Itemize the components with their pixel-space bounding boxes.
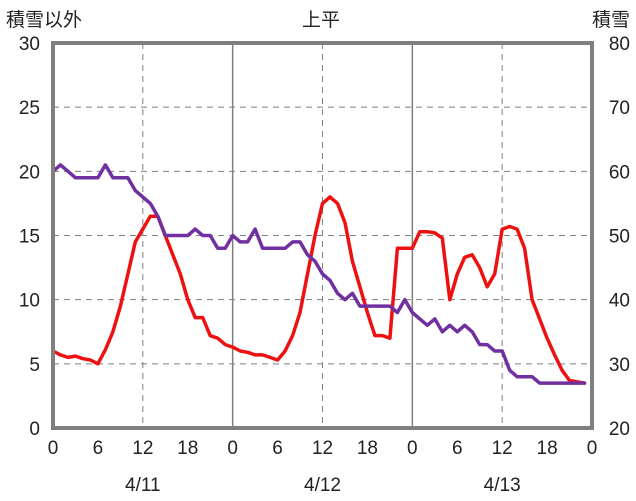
right-tick-label: 30 (609, 355, 630, 376)
date-labels: 4/11 4/12 4/13 (125, 475, 521, 496)
right-tick-label: 60 (609, 162, 630, 183)
right-axis-label: 積雪 (592, 9, 630, 31)
x-tick-label: 6 (272, 438, 283, 459)
plot-area (51, 41, 594, 430)
left-axis-label: 積雪以外 (6, 9, 82, 31)
x-tick-label: 12 (132, 438, 153, 459)
x-tick-label: 12 (492, 438, 513, 459)
right-tick-label: 50 (609, 227, 630, 248)
left-tick-label: 25 (19, 98, 40, 119)
left-tick-label: 15 (19, 227, 40, 248)
chart-title: 上平 (302, 9, 340, 31)
x-tick-label: 18 (537, 438, 558, 459)
date-label: 4/13 (484, 475, 521, 496)
right-axis: 20 30 40 50 60 70 80 (609, 34, 630, 440)
left-tick-label: 30 (19, 34, 40, 55)
x-tick-label: 0 (587, 438, 598, 459)
right-tick-label: 80 (609, 34, 630, 55)
grid (53, 43, 592, 428)
left-tick-label: 10 (19, 291, 40, 312)
left-axis: 0 5 10 15 20 25 30 (19, 34, 40, 440)
right-tick-label: 40 (609, 291, 630, 312)
date-label: 4/11 (125, 475, 161, 496)
x-tick-label: 6 (93, 438, 104, 459)
x-tick-label: 18 (177, 438, 198, 459)
snow-depth-line (51, 163, 587, 385)
date-label: 4/12 (304, 475, 341, 496)
x-tick-label: 0 (227, 438, 238, 459)
x-tick-label: 12 (312, 438, 333, 459)
other-elements-line (51, 195, 587, 385)
x-axis: 0 6 12 18 0 6 12 18 0 6 12 18 0 (48, 438, 598, 459)
left-tick-label: 5 (29, 355, 40, 376)
series-layer (51, 163, 587, 385)
x-tick-label: 0 (48, 438, 59, 459)
right-tick-label: 70 (609, 98, 630, 119)
x-tick-label: 18 (357, 438, 378, 459)
right-tick-label: 20 (609, 419, 630, 440)
left-tick-label: 0 (29, 419, 40, 440)
left-tick-label: 20 (19, 162, 40, 183)
x-tick-label: 0 (407, 438, 418, 459)
x-tick-label: 6 (452, 438, 463, 459)
